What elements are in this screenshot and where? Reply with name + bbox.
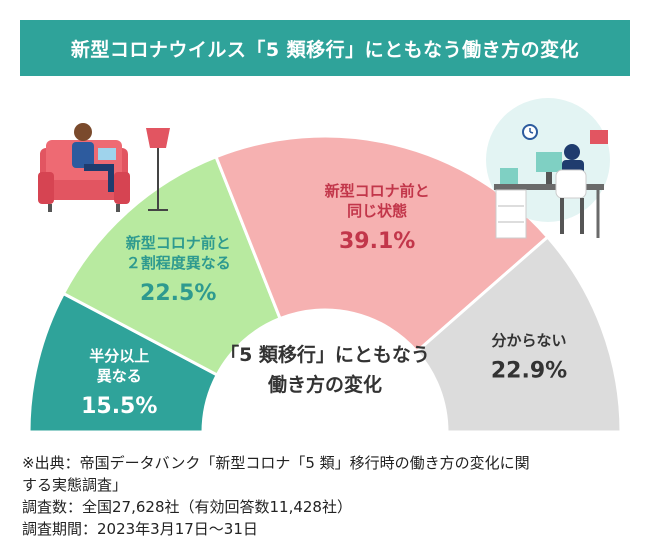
page-title: 新型コロナウイルス「5 類移行」にともなう働き方の変化 [70, 38, 580, 61]
slice-1-label-line-1: 半分以上 [89, 347, 149, 365]
slice-1-value-label: 15.5% [81, 394, 157, 419]
slice-2-value-label: 22.5% [140, 281, 216, 306]
slice-4-label-line-1: 分からない [492, 331, 567, 349]
center-label: 「5 類移行」にともなう 働き方の変化 [205, 340, 445, 400]
sofa-person-illustration [38, 123, 170, 212]
slice-2 [61, 154, 283, 377]
slice-3-label-line-1: 新型コロナ前と [325, 182, 430, 200]
slice-1-label-line-2: 異なる [97, 367, 142, 385]
title-banner: 新型コロナウイルス「5 類移行」にともなう働き方の変化 [20, 20, 630, 76]
source-notes: ※出典：帝国データバンク「新型コロナ「5 類」移行時の働き方の変化に関 する実態… [22, 452, 632, 540]
slice-3-label-line-2: 同じ状態 [347, 202, 407, 220]
slice-4 [414, 234, 623, 434]
slice-4-value-label: 22.9% [491, 358, 567, 383]
office-desk-illustration [486, 98, 610, 239]
center-label-line-2: 働き方の変化 [267, 374, 382, 396]
slice-2-label-line-2: ２割程度異なる [126, 254, 231, 272]
slice-2-label-line-1: 新型コロナ前と [126, 234, 231, 252]
center-label-line-1: 「5 類移行」にともなう [220, 344, 430, 366]
note-source-line-1: ※出典：帝国データバンク「新型コロナ「5 類」移行時の働き方の変化に関 [22, 454, 530, 472]
note-survey-period: 調査期間：2023年3月17日～31日 [22, 520, 258, 538]
note-source-line-2: する実態調査」 [22, 476, 128, 494]
note-sample-size: 調査数：全国27,628社（有効回答数11,428社） [22, 498, 352, 516]
slice-3-value-label: 39.1% [339, 229, 415, 254]
